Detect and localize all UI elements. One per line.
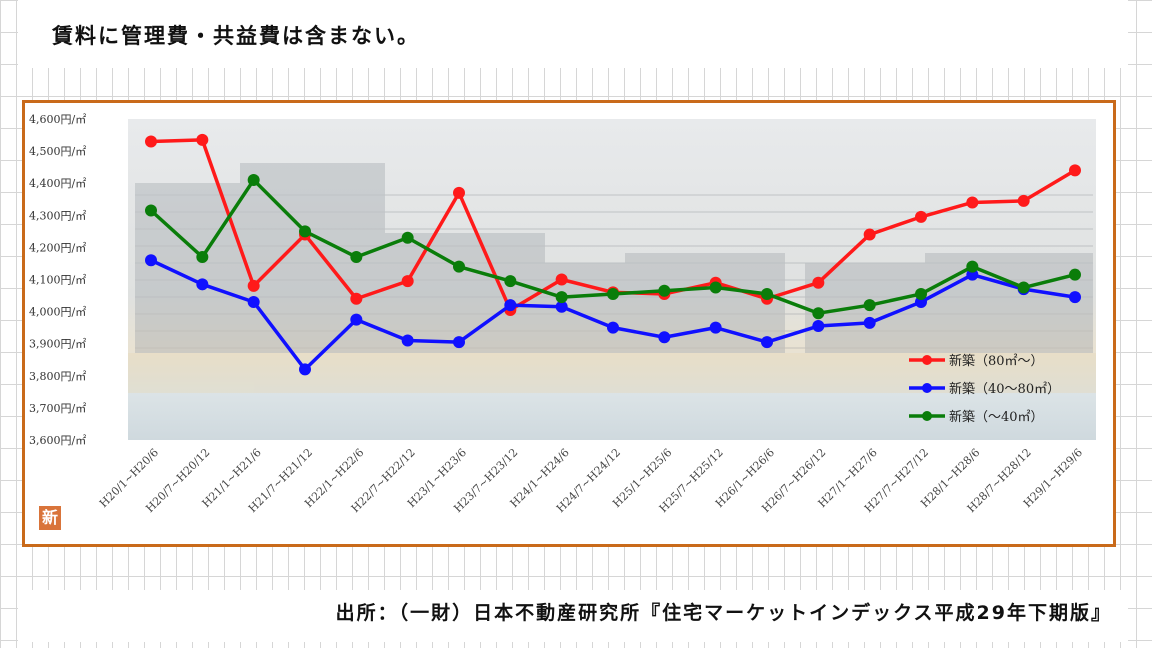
data-point — [863, 316, 876, 329]
data-point — [555, 300, 568, 313]
data-point — [453, 260, 465, 273]
data-point — [915, 210, 927, 223]
legend-marker-2 — [922, 411, 932, 421]
data-point — [555, 273, 568, 286]
data-point — [1017, 194, 1030, 207]
data-point — [966, 260, 979, 273]
y-tick-label: 3,700円/㎡ — [29, 402, 86, 415]
bg-building-4 — [625, 253, 785, 383]
data-point — [812, 320, 825, 333]
data-point — [761, 336, 773, 349]
data-point — [247, 279, 260, 292]
legend-marker-1 — [922, 383, 932, 393]
data-point — [145, 135, 157, 148]
y-tick-label: 4,000円/㎡ — [29, 306, 86, 319]
y-tick-label: 3,800円/㎡ — [29, 370, 86, 383]
data-point — [812, 276, 825, 289]
y-tick-label: 4,500円/㎡ — [29, 145, 86, 158]
data-point — [145, 204, 157, 217]
y-tick-label: 4,300円/㎡ — [29, 209, 86, 222]
source-text: 出所：（一財）日本不動産研究所『住宅マーケットインデックス平成29年下期版』 — [335, 598, 1112, 625]
y-tick-label: 3,900円/㎡ — [29, 338, 86, 351]
data-point — [401, 334, 414, 347]
data-point — [247, 173, 260, 186]
data-point — [658, 284, 671, 297]
data-point — [401, 275, 414, 288]
y-tick-label: 4,100円/㎡ — [29, 274, 86, 287]
data-point — [607, 321, 619, 334]
data-point — [145, 254, 157, 267]
y-tick-label: 4,400円/㎡ — [29, 177, 86, 190]
rent-line-chart: 4,600円/㎡ 4,500円/㎡ 4,400円/㎡ 4,300円/㎡ 4,200円/㎡… — [29, 113, 1096, 515]
data-point — [658, 331, 671, 344]
y-tick-label: 4,200円/㎡ — [29, 241, 86, 254]
data-point — [453, 186, 465, 199]
data-point — [350, 251, 363, 264]
series-lines — [145, 133, 1081, 376]
new-badge-icon: 新 — [39, 506, 61, 530]
data-point — [247, 295, 260, 308]
data-point — [761, 287, 773, 300]
data-point — [812, 307, 825, 320]
data-point — [196, 133, 209, 146]
data-point — [350, 292, 363, 305]
x-axis: H20/1~H20/6H20/7~H20/12H21/1~H21/6H21/7~… — [97, 446, 1085, 515]
data-point — [196, 251, 209, 264]
data-point — [607, 287, 619, 300]
data-point — [555, 291, 568, 304]
y-tick-label: 3,600円/㎡ — [29, 434, 86, 447]
bg-building-1 — [240, 163, 385, 363]
data-point — [863, 228, 876, 241]
data-point — [401, 231, 414, 244]
data-point — [863, 299, 876, 312]
data-point — [709, 281, 722, 294]
rent-note: 賃料に管理費・共益費は含まない。 — [52, 20, 420, 50]
data-point — [299, 363, 311, 376]
data-point — [1069, 291, 1081, 304]
legend-label-1: 新築（40～80㎡） — [949, 381, 1060, 397]
data-point — [504, 299, 517, 312]
y-tick-label: 4,600円/㎡ — [29, 113, 86, 126]
legend: 新築（80㎡～） 新築（40～80㎡） 新築（～40㎡） — [909, 353, 1060, 425]
data-point — [196, 278, 209, 291]
data-point — [915, 287, 927, 300]
legend-marker-0 — [922, 355, 932, 365]
data-point — [709, 321, 722, 334]
data-point — [966, 196, 979, 209]
y-axis: 4,600円/㎡ 4,500円/㎡ 4,400円/㎡ 4,300円/㎡ 4,200円/㎡… — [29, 113, 86, 447]
data-point — [504, 275, 517, 288]
legend-label-0: 新築（80㎡～） — [949, 353, 1044, 369]
data-point — [1069, 164, 1081, 177]
legend-label-2: 新築（～40㎡） — [949, 409, 1044, 425]
background-building-image — [128, 163, 1096, 393]
data-point — [453, 336, 465, 349]
data-point — [299, 225, 311, 238]
data-point — [350, 313, 363, 326]
chart-frame: 4,600円/㎡ 4,500円/㎡ 4,400円/㎡ 4,300円/㎡ 4,200円/㎡… — [22, 100, 1116, 547]
data-point — [1017, 281, 1030, 294]
data-point — [1069, 268, 1081, 281]
